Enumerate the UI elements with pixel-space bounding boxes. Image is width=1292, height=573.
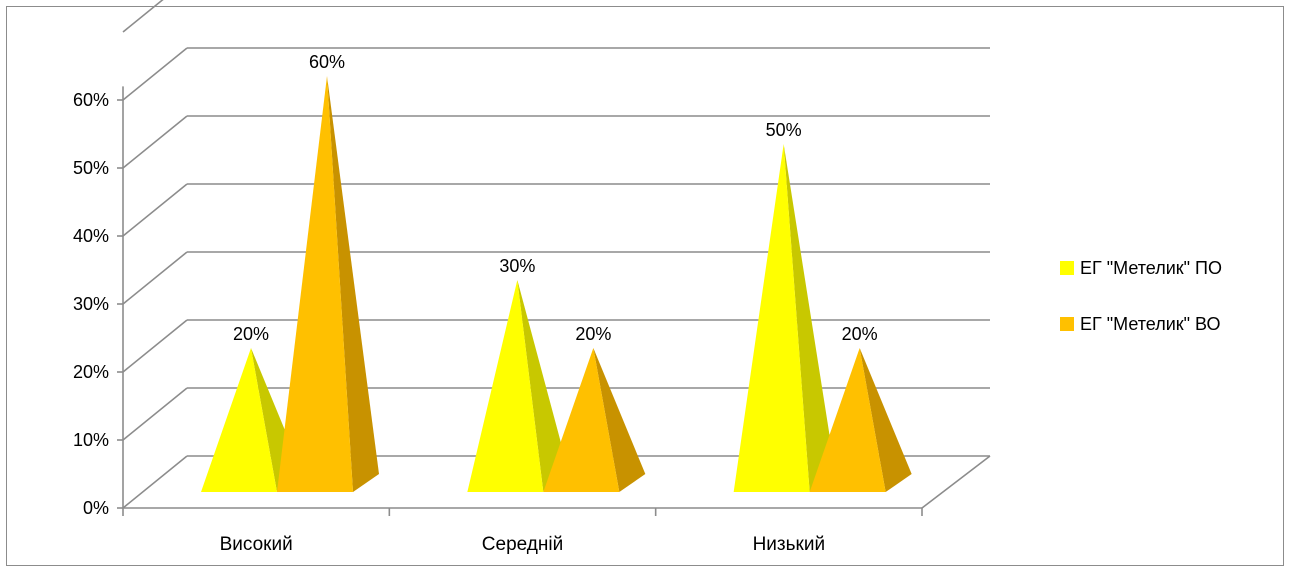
y-tick-label: 0% <box>83 498 109 518</box>
y-tick-label: 40% <box>73 226 109 246</box>
y-tick-label: 10% <box>73 430 109 450</box>
category-label: Низький <box>753 534 825 555</box>
legend-swatch <box>1060 317 1074 331</box>
legend-entry: ЕГ "Метелик" ПО <box>1080 258 1222 278</box>
data-label: 20% <box>842 324 878 344</box>
data-label: 60% <box>309 52 345 72</box>
pyramid-bar <box>809 348 886 492</box>
legend-swatch <box>1060 261 1074 275</box>
side-gridline <box>122 183 188 237</box>
pyramid-side <box>593 348 646 492</box>
category-label: Високий <box>220 534 293 555</box>
pyramid-bar <box>277 76 353 492</box>
data-label: 20% <box>233 324 269 344</box>
pyramid-side <box>783 144 836 492</box>
pyramid-bar <box>733 144 810 492</box>
category-label: Середній <box>482 534 563 555</box>
data-label: 20% <box>575 324 611 344</box>
y-tick-label: 30% <box>73 294 109 314</box>
data-label: 30% <box>499 256 535 276</box>
side-gridline <box>122 47 188 101</box>
y-tick-label: 20% <box>73 362 109 382</box>
pyramid-bar <box>467 280 544 492</box>
side-gridline <box>122 387 188 441</box>
pyramid-side <box>517 280 570 492</box>
legend-entry: ЕГ "Метелик" ВО <box>1080 314 1220 334</box>
side-gridline <box>122 115 188 169</box>
side-gridline <box>122 319 188 373</box>
pyramid-bar <box>543 348 620 492</box>
side-gridline <box>122 251 188 305</box>
pyramid-bar <box>201 348 277 492</box>
y-tick-label: 50% <box>73 158 109 178</box>
side-gridline <box>122 0 164 33</box>
side-gridline <box>122 455 188 509</box>
y-tick-label: 60% <box>73 90 109 110</box>
pyramid-side <box>327 76 379 492</box>
floor-edge <box>921 455 991 509</box>
data-label: 50% <box>766 120 802 140</box>
pyramid-side <box>859 348 912 492</box>
